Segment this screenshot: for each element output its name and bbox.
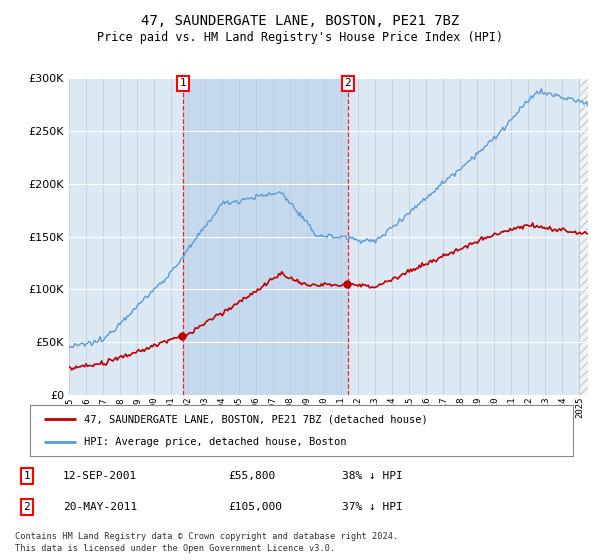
Text: Contains HM Land Registry data © Crown copyright and database right 2024.: Contains HM Land Registry data © Crown c… xyxy=(15,532,398,542)
Text: Price paid vs. HM Land Registry's House Price Index (HPI): Price paid vs. HM Land Registry's House … xyxy=(97,31,503,44)
Text: HPI: Average price, detached house, Boston: HPI: Average price, detached house, Bost… xyxy=(85,437,347,447)
Text: 38% ↓ HPI: 38% ↓ HPI xyxy=(342,471,403,481)
Text: 2: 2 xyxy=(344,78,351,88)
Text: 47, SAUNDERGATE LANE, BOSTON, PE21 7BZ (detached house): 47, SAUNDERGATE LANE, BOSTON, PE21 7BZ (… xyxy=(85,414,428,424)
Text: 37% ↓ HPI: 37% ↓ HPI xyxy=(342,502,403,512)
Text: 12-SEP-2001: 12-SEP-2001 xyxy=(63,471,137,481)
Bar xyxy=(183,78,348,395)
Text: £105,000: £105,000 xyxy=(228,502,282,512)
Text: 20-MAY-2011: 20-MAY-2011 xyxy=(63,502,137,512)
Text: This data is licensed under the Open Government Licence v3.0.: This data is licensed under the Open Gov… xyxy=(15,544,335,553)
Bar xyxy=(580,78,588,395)
Text: 2: 2 xyxy=(23,502,31,512)
Text: 1: 1 xyxy=(23,471,31,481)
Text: £55,800: £55,800 xyxy=(228,471,275,481)
Text: 1: 1 xyxy=(180,78,187,88)
Text: 47, SAUNDERGATE LANE, BOSTON, PE21 7BZ: 47, SAUNDERGATE LANE, BOSTON, PE21 7BZ xyxy=(141,14,459,28)
